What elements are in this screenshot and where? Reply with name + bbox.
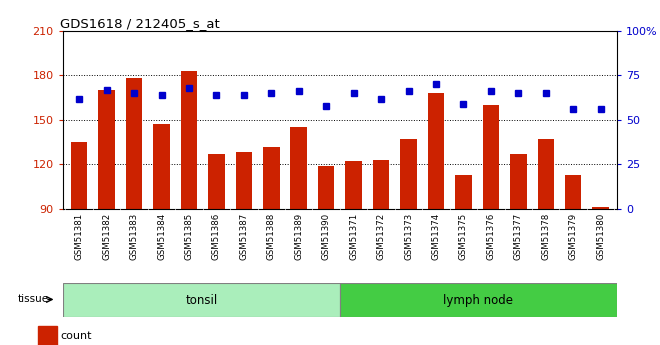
- Text: lymph node: lymph node: [444, 294, 513, 307]
- Bar: [455, 175, 472, 209]
- Text: GSM51380: GSM51380: [596, 213, 605, 260]
- Bar: [345, 161, 362, 209]
- Text: GSM51390: GSM51390: [321, 213, 331, 259]
- Bar: [400, 139, 416, 209]
- Bar: [290, 127, 307, 209]
- Text: GSM51373: GSM51373: [404, 213, 413, 260]
- Bar: [208, 154, 224, 209]
- Text: GSM51384: GSM51384: [157, 213, 166, 260]
- Text: GDS1618 / 212405_s_at: GDS1618 / 212405_s_at: [60, 17, 220, 30]
- Text: GSM51379: GSM51379: [569, 213, 578, 259]
- Bar: [537, 139, 554, 209]
- Text: GSM51385: GSM51385: [184, 213, 193, 260]
- Text: GSM51382: GSM51382: [102, 213, 111, 260]
- Bar: [510, 154, 527, 209]
- Bar: [153, 124, 170, 209]
- Text: GSM51388: GSM51388: [267, 213, 276, 260]
- Text: GSM51386: GSM51386: [212, 213, 221, 260]
- Text: GSM51371: GSM51371: [349, 213, 358, 260]
- Text: GSM51387: GSM51387: [240, 213, 248, 260]
- Bar: [263, 147, 280, 209]
- Text: GSM51383: GSM51383: [129, 213, 139, 260]
- Text: GSM51378: GSM51378: [541, 213, 550, 260]
- Text: count: count: [61, 331, 92, 341]
- Text: tissue: tissue: [18, 295, 49, 304]
- Bar: [71, 142, 87, 209]
- Text: GSM51389: GSM51389: [294, 213, 303, 259]
- Bar: [181, 71, 197, 209]
- Bar: [38, 326, 57, 345]
- Bar: [482, 105, 499, 209]
- Bar: [126, 78, 143, 209]
- Bar: [236, 152, 252, 209]
- Text: GSM51381: GSM51381: [75, 213, 84, 260]
- Text: GSM51376: GSM51376: [486, 213, 496, 260]
- Bar: [373, 160, 389, 209]
- Bar: [318, 166, 335, 209]
- Bar: [565, 175, 581, 209]
- Text: GSM51372: GSM51372: [377, 213, 385, 260]
- Text: GSM51375: GSM51375: [459, 213, 468, 260]
- Text: tonsil: tonsil: [185, 294, 217, 307]
- Bar: [340, 283, 617, 317]
- Text: GSM51374: GSM51374: [432, 213, 440, 260]
- Text: GSM51377: GSM51377: [513, 213, 523, 260]
- Bar: [98, 90, 115, 209]
- Bar: [593, 207, 609, 209]
- Bar: [63, 283, 340, 317]
- Bar: [428, 93, 444, 209]
